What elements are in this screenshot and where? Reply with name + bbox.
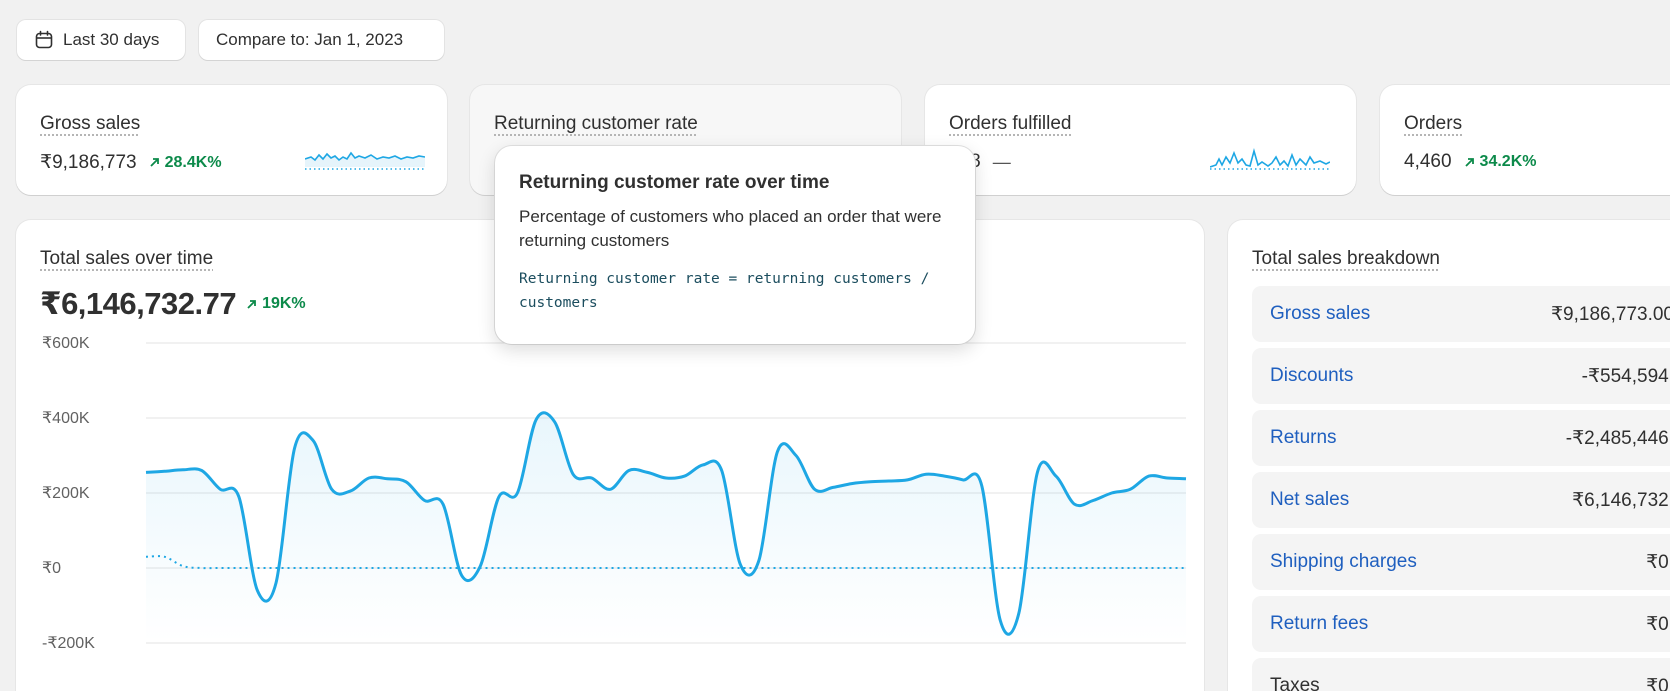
breakdown-row-gross-sales[interactable]: Gross sales ₹9,186,773.00 [1252,286,1670,342]
date-range-button[interactable]: Last 30 days [17,20,185,60]
sales-breakdown-card: Total sales breakdown Gross sales ₹9,186… [1228,220,1670,691]
metric-value: ₹9,186,773 [40,152,137,173]
y-tick-label: ₹400K [42,410,90,427]
metric-delta-text: 28.4K% [164,153,222,171]
breakdown-amount: ₹0. [1646,675,1670,691]
arrow-up-right-icon [1464,157,1474,167]
metric-title[interactable]: Orders [1404,113,1463,134]
metric-delta-text: 34.2K% [1479,153,1537,170]
y-tick-label: ₹200K [42,485,90,502]
breakdown-link[interactable]: Shipping charges [1270,551,1417,572]
y-tick-label: ₹0 [42,560,62,577]
breakdown-title[interactable]: Total sales breakdown [1252,248,1440,269]
total-sales-delta: 19K% [246,295,306,313]
metric-delta: 34.2K% [1464,153,1537,171]
sparkline [1210,147,1330,170]
breakdown-label: Taxes [1270,675,1320,691]
breakdown-row-shipping-charges[interactable]: Shipping charges ₹0. [1252,534,1670,590]
date-range-label: Last 30 days [63,30,160,49]
total-sales-chart[interactable] [16,220,1204,691]
arrow-up-right-icon [149,158,159,167]
breakdown-link[interactable]: Gross sales [1270,303,1371,324]
metric-title[interactable]: Returning customer rate [494,113,698,134]
total-sales-value: ₹6,146,732.77 [40,286,237,321]
metric-delta: 28.4K% [149,154,222,172]
metric-card-gross-sales[interactable]: Gross sales ₹9,186,773 28.4K% [16,85,447,195]
y-tick-label: -₹200K [42,635,95,652]
chart-title[interactable]: Total sales over time [40,248,214,269]
breakdown-amount: ₹6,146,732. [1572,489,1670,511]
breakdown-link[interactable]: Discounts [1270,365,1354,386]
breakdown-amount: -₹2,485,446. [1565,427,1670,449]
series-area [146,412,1186,643]
metric-title[interactable]: Orders fulfilled [949,113,1072,134]
breakdown-row-return-fees[interactable]: Return fees ₹0. [1252,596,1670,652]
breakdown-link[interactable]: Return fees [1270,613,1369,634]
breakdown-amount: -₹554,594. [1581,365,1670,387]
arrow-up-right-icon [247,299,256,309]
metric-card-orders[interactable]: Orders 4,460 34.2K% [1380,85,1670,195]
breakdown-link[interactable]: Returns [1270,427,1337,448]
tooltip-formula: Returning customer rate = returning cust… [519,271,930,311]
breakdown-amount: ₹0. [1646,613,1670,635]
breakdown-row-returns[interactable]: Returns -₹2,485,446. [1252,410,1670,466]
series-line-comparison [145,555,1186,570]
metric-delta-text: — [992,151,1011,172]
breakdown-row-net-sales[interactable]: Net sales ₹6,146,732. [1252,472,1670,528]
metric-card-orders-fulfilled[interactable]: Orders fulfilled 788 — [925,85,1356,195]
breakdown-link[interactable]: Net sales [1270,489,1350,510]
breakdown-row-taxes[interactable]: Taxes ₹0. [1252,658,1670,691]
metric-definition-tooltip: Returning customer rate over time Percen… [495,146,975,344]
sparkline [305,151,425,170]
compare-label: Compare to: Jan 1, 2023 [216,30,404,49]
total-sales-delta-text: 19K% [262,295,306,312]
breakdown-amount: ₹9,186,773.00 [1550,303,1670,325]
breakdown-amount: ₹0. [1646,551,1670,573]
calendar-icon [35,30,53,49]
metric-title[interactable]: Gross sales [40,113,141,134]
total-sales-card: Total sales over time ₹6,146,732.77 19K%… [16,220,1204,691]
compare-to-button[interactable]: Compare to: Jan 1, 2023 [199,20,444,60]
breakdown-row-discounts[interactable]: Discounts -₹554,594. [1252,348,1670,404]
tooltip-title: Returning customer rate over time [519,172,830,193]
series-line-current [145,411,1187,636]
tooltip-description: Percentage of customers who placed an or… [519,207,942,250]
metric-value: 4,460 [1404,151,1452,172]
y-tick-label: ₹600K [42,335,90,352]
